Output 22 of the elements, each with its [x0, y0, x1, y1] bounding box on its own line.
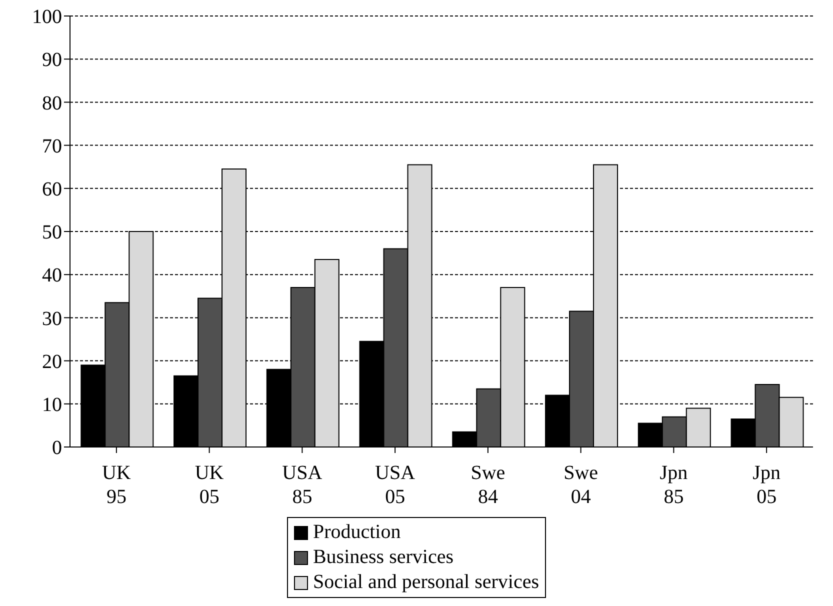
legend-label: Business services: [312, 545, 455, 570]
legend-label: Production: [312, 520, 402, 545]
x-tick-label: UK 05: [194, 462, 224, 508]
legend-label: Social and personal services: [312, 570, 540, 595]
y-tick-label: 80: [42, 92, 62, 114]
y-tick-label: 10: [42, 394, 62, 416]
y-tick-label: 60: [42, 178, 62, 200]
y-tick-label: 20: [42, 350, 62, 373]
y-tick-label: 0: [52, 437, 62, 460]
y-tick-label: 90: [42, 49, 62, 72]
x-tick-label: Swe 84: [470, 462, 506, 508]
y-tick-label: 30: [42, 308, 62, 330]
x-tick-label: USA 85: [282, 462, 323, 508]
y-tick-label: 100: [32, 6, 62, 28]
y-tick-label: 50: [42, 222, 62, 244]
y-tick-label: 70: [42, 135, 62, 158]
x-tick-label: Jpn 85: [660, 462, 688, 508]
x-tick-label: USA 05: [375, 462, 416, 508]
x-tick-label: Swe 04: [564, 462, 598, 508]
x-tick-label: UK 95: [102, 462, 132, 508]
y-tick-label: 40: [42, 264, 62, 287]
x-tick-label: Jpn 05: [752, 462, 780, 508]
